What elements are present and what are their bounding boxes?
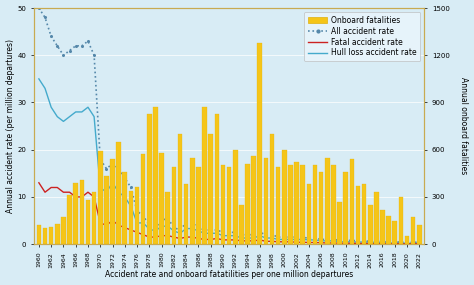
Bar bbox=[257, 43, 262, 244]
Bar bbox=[343, 172, 348, 244]
Bar bbox=[92, 192, 96, 244]
Bar bbox=[36, 225, 41, 244]
X-axis label: Accident rate and onboard fatatilities per one million departures: Accident rate and onboard fatatilities p… bbox=[105, 270, 353, 280]
Bar bbox=[282, 150, 287, 244]
Bar bbox=[251, 156, 256, 244]
Bar bbox=[67, 195, 72, 244]
Bar bbox=[178, 134, 182, 244]
Bar bbox=[368, 205, 373, 244]
Bar bbox=[86, 200, 90, 244]
Bar bbox=[135, 188, 139, 244]
Bar bbox=[184, 184, 189, 244]
Bar bbox=[337, 202, 342, 244]
Bar bbox=[331, 166, 336, 244]
Bar bbox=[374, 192, 379, 244]
Bar bbox=[325, 158, 329, 244]
Bar bbox=[301, 166, 305, 244]
Bar bbox=[294, 162, 299, 244]
Bar bbox=[215, 113, 219, 244]
Bar bbox=[386, 216, 391, 244]
Bar bbox=[356, 186, 360, 244]
Bar bbox=[319, 172, 323, 244]
Bar bbox=[159, 153, 164, 244]
Bar bbox=[362, 184, 366, 244]
Bar bbox=[55, 224, 60, 244]
Y-axis label: Annual accident rate (per million departures): Annual accident rate (per million depart… bbox=[6, 39, 15, 213]
Bar bbox=[147, 113, 152, 244]
Bar bbox=[110, 159, 115, 244]
Bar bbox=[196, 167, 201, 244]
Bar bbox=[264, 158, 268, 244]
Bar bbox=[227, 167, 231, 244]
Bar bbox=[80, 180, 84, 244]
Bar bbox=[270, 134, 274, 244]
Y-axis label: Annual onboard fatalities: Annual onboard fatalities bbox=[459, 78, 468, 175]
Bar bbox=[245, 164, 250, 244]
Bar bbox=[399, 197, 403, 244]
Bar bbox=[411, 217, 416, 244]
Bar bbox=[288, 166, 293, 244]
Bar bbox=[141, 154, 146, 244]
Bar bbox=[209, 134, 213, 244]
Bar bbox=[122, 172, 127, 244]
Bar bbox=[172, 167, 176, 244]
Bar bbox=[43, 228, 47, 244]
Legend: Onboard fatalities, All accident rate, Fatal accident rate, Hull loss accident r: Onboard fatalities, All accident rate, F… bbox=[304, 12, 420, 61]
Bar bbox=[116, 142, 121, 244]
Bar bbox=[61, 217, 66, 244]
Bar bbox=[73, 183, 78, 244]
Bar bbox=[417, 225, 421, 244]
Bar bbox=[202, 107, 207, 244]
Bar bbox=[104, 176, 109, 244]
Bar bbox=[165, 192, 170, 244]
Bar bbox=[349, 159, 354, 244]
Bar bbox=[313, 166, 317, 244]
Bar bbox=[98, 151, 102, 244]
Bar bbox=[307, 184, 311, 244]
Bar bbox=[380, 209, 385, 244]
Bar bbox=[276, 167, 281, 244]
Bar bbox=[239, 205, 244, 244]
Bar bbox=[233, 150, 237, 244]
Bar bbox=[392, 221, 397, 244]
Bar bbox=[153, 107, 158, 244]
Bar bbox=[190, 158, 194, 244]
Bar bbox=[405, 236, 410, 244]
Bar bbox=[49, 227, 54, 244]
Bar bbox=[128, 191, 133, 244]
Bar bbox=[221, 166, 225, 244]
